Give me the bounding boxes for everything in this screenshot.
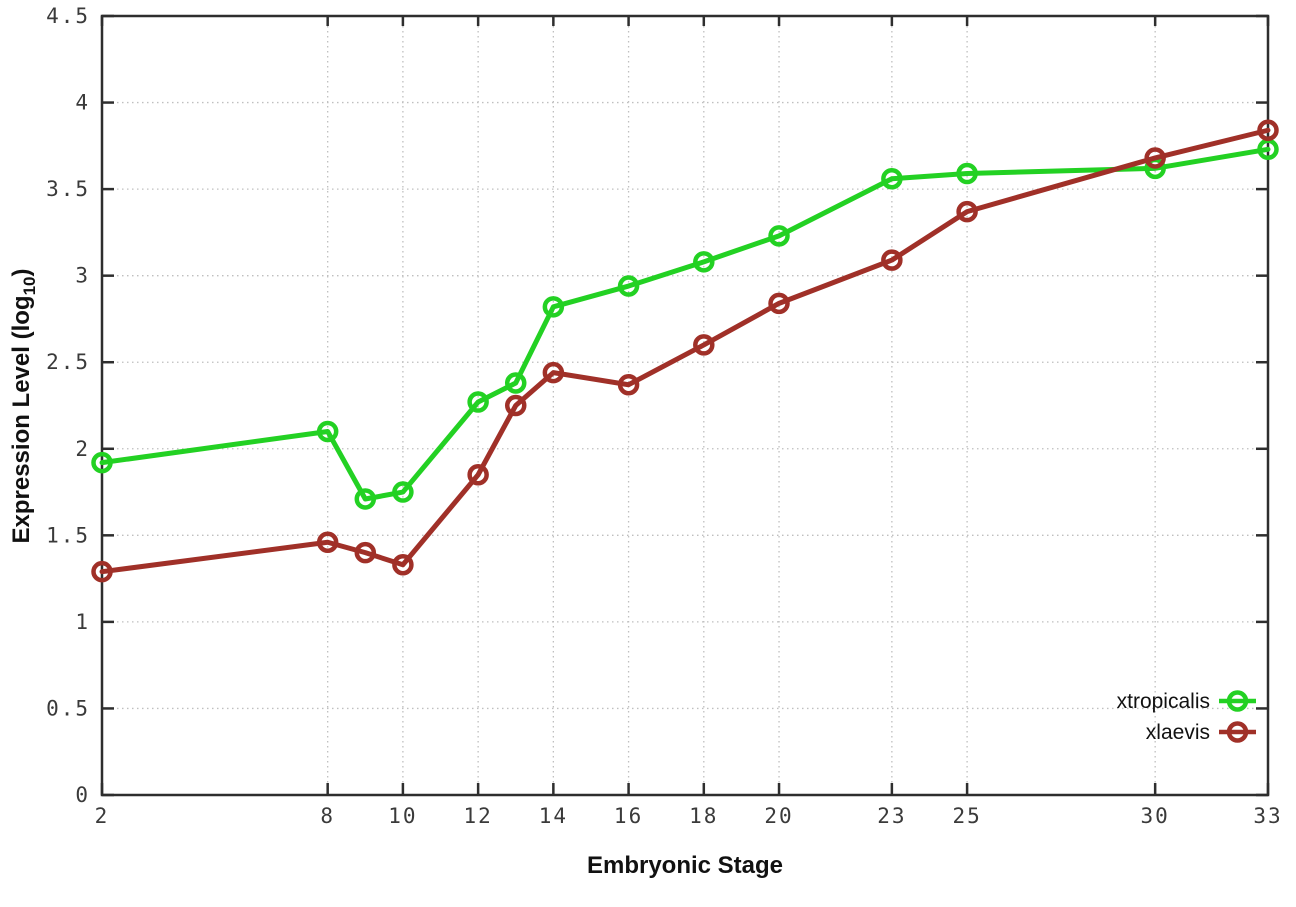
series-line-xtropicalis [99,146,1271,502]
x-tick-label: 12 [463,804,492,828]
y-tick-label: 1 [75,610,90,634]
data-point-xlaevis [542,361,565,384]
y-axis-title-subscript: 10 [20,276,39,296]
data-point-xtropicalis [467,391,489,413]
data-point-xlaevis [392,554,414,576]
x-tick-label: 8 [320,804,335,828]
data-point-xlaevis [768,292,790,315]
data-point-xlaevis [467,463,489,486]
x-tick-label: 23 [877,804,906,828]
y-tick-label: 0.5 [46,696,90,720]
data-point-xtropicalis [91,451,113,474]
y-tick-label: 2.5 [46,350,90,374]
data-point-xtropicalis [617,275,640,297]
legend-label-xtropicalis: xtropicalis [1117,690,1210,713]
y-axis-title: Expression Level (log10) [8,269,40,544]
data-point-xtropicalis [354,488,377,510]
legend-sample-marker-xlaevis [1226,721,1249,743]
data-point-xlaevis [617,373,640,396]
x-tick-label: 33 [1253,804,1282,828]
data-point-xlaevis [693,334,715,356]
data-point-xtropicalis [693,251,715,273]
plot-border [100,14,1270,797]
data-point-xtropicalis [956,162,978,185]
data-point-xtropicalis [768,225,790,247]
x-tick-label: 10 [388,804,417,828]
data-point-xlaevis [881,249,903,271]
x-tick-label: 25 [952,804,981,828]
data-point-xlaevis [1144,147,1166,169]
data-point-xlaevis [316,531,339,554]
y-tick-label: 3 [75,264,90,288]
y-axis-title-suffix: ) [8,268,35,277]
data-point-xtropicalis [316,420,339,443]
x-tick-label: 20 [764,804,793,828]
legend-sample-marker-xtropicalis [1226,690,1249,712]
y-tick-label: 1.5 [46,523,90,547]
data-point-xtropicalis [504,372,527,394]
data-point-xlaevis [1257,119,1279,142]
y-tick-label: 3.5 [46,177,90,201]
x-tick-label: 30 [1141,804,1170,828]
y-tick-label: 4 [75,91,90,115]
data-point-xtropicalis [392,481,414,503]
series-line-xlaevis [99,127,1271,575]
x-tick-label: 16 [614,804,643,828]
x-tick-label: 2 [95,804,110,828]
data-point-xlaevis [504,394,527,417]
y-tick-label: 2 [75,437,90,461]
data-point-xtropicalis [881,167,903,190]
data-point-xlaevis [956,200,978,223]
x-axis-title: Embryonic Stage [586,852,784,879]
legend-label-xlaevis: xlaevis [1146,721,1210,744]
x-tick-label: 14 [539,804,568,828]
data-point-xlaevis [354,541,377,564]
x-tick-label: 18 [689,804,718,828]
y-tick-label: 0 [75,783,90,807]
data-point-xlaevis [91,560,113,583]
y-tick-label: 4.5 [46,4,90,28]
data-point-xtropicalis [542,296,565,318]
y-axis-title-text: Expression Level (log [8,295,35,544]
